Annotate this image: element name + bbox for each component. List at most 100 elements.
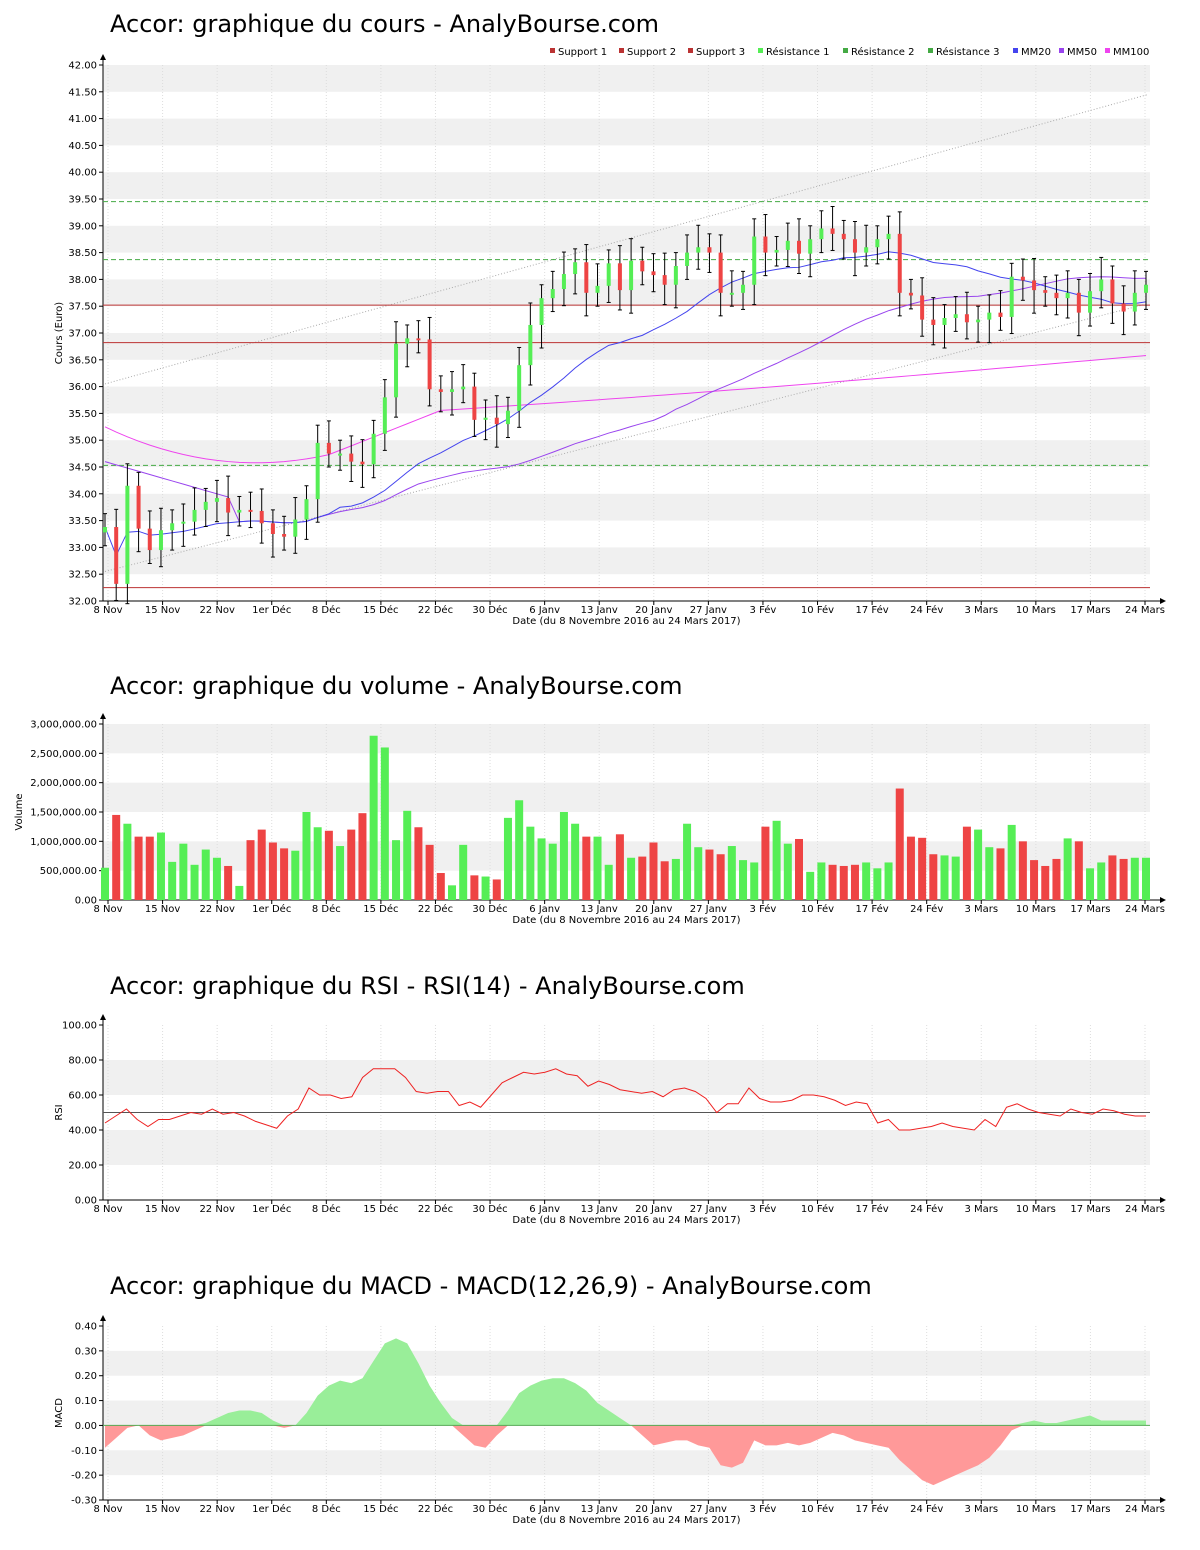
grid-band	[103, 782, 1150, 812]
candle-body	[617, 263, 622, 291]
candle-body	[1099, 279, 1104, 292]
candle-body	[651, 271, 656, 276]
y-tick-label: 37.00	[68, 329, 97, 340]
candle-body	[416, 338, 421, 341]
volume-bar	[313, 827, 322, 900]
candle-body	[908, 292, 913, 296]
x-tick-label: 8 Nov	[93, 1504, 122, 1515]
volume-bar	[1018, 841, 1027, 900]
x-tick-label: 10 Fév	[801, 1203, 834, 1215]
volume-bar	[380, 747, 389, 900]
x-tick-label: 10 Mars	[1016, 1504, 1056, 1515]
candle-body	[382, 397, 387, 434]
volume-bar	[559, 812, 568, 900]
volume-bar	[716, 854, 725, 900]
candle-body	[371, 433, 376, 465]
x-tick-label: 3 Fév	[750, 1203, 777, 1215]
volume-bar	[280, 848, 289, 900]
candle-body	[214, 498, 219, 502]
candle-body	[1043, 290, 1048, 293]
price-chart: 32.00 32.50 33.00 33.50 34.00 34.50 35.00 35.50…	[54, 46, 1166, 627]
volume-bar	[492, 879, 501, 900]
x-tick-label: 3 Fév	[750, 903, 777, 915]
volume-bar	[918, 837, 927, 900]
volume-bar	[593, 836, 602, 900]
candle-body	[1065, 292, 1070, 299]
candle-body	[584, 262, 589, 293]
macd-chart: -0.30 -0.20 -0.10 0.00 0.10 0.20 0.30 0.40 8 Nov…	[54, 1315, 1166, 1526]
volume-bar	[660, 861, 669, 900]
volume-bar	[369, 735, 378, 900]
x-tick-label: 3 Mars	[964, 904, 998, 915]
volume-bar	[324, 830, 333, 900]
x-tick-label: 17 Fév	[856, 604, 889, 616]
volume-bar	[212, 857, 221, 900]
volume-bar	[537, 838, 546, 900]
candle-body	[427, 339, 432, 390]
candle-body	[1144, 284, 1148, 293]
y-tick-label: -0.20	[71, 1471, 97, 1482]
candle-body	[920, 295, 925, 320]
volume-bar	[156, 832, 165, 900]
y-tick-label: 37.50	[68, 302, 97, 313]
x-tick-label: 8 Nov	[93, 605, 122, 616]
candle-body	[729, 292, 734, 295]
y-tick-label: 100.00	[62, 1021, 97, 1032]
volume-bar	[179, 843, 188, 900]
volume-bar	[1142, 857, 1150, 900]
legend-swatch	[843, 48, 848, 53]
candle-body	[304, 499, 309, 520]
x-tick-label: 15 Déc	[363, 604, 398, 616]
rsi-chart-title: Accor: graphique du RSI - RSI(14) - Anal…	[110, 972, 745, 1000]
x-tick-label: 20 Janv	[635, 1204, 672, 1215]
x-tick-label: 17 Mars	[1070, 904, 1110, 915]
volume-bar	[761, 826, 770, 900]
x-tick-label: 15 Nov	[145, 1204, 181, 1215]
candle-body	[595, 285, 600, 293]
volume-bar	[1108, 855, 1117, 900]
x-tick-label: 6 Janv	[529, 904, 560, 915]
candle-body	[259, 510, 264, 524]
grid-band	[103, 1400, 1150, 1426]
candle-body	[808, 239, 813, 254]
grid-band	[103, 547, 1150, 575]
candle-body	[707, 247, 712, 253]
volume-bar	[481, 876, 490, 900]
x-tick-label: 10 Fév	[801, 1503, 834, 1515]
candle-body	[192, 509, 197, 522]
volume-bar	[951, 856, 960, 900]
y-axis-arrow	[100, 1315, 106, 1321]
legend-swatch	[928, 48, 933, 53]
x-tick-label: 17 Fév	[856, 903, 889, 915]
volume-chart-title: Accor: graphique du volume - AnalyBourse…	[110, 672, 683, 700]
volume-bar	[190, 864, 199, 900]
volume-bar	[895, 788, 904, 900]
y-tick-label: 1,500,000.00	[30, 808, 97, 819]
candle-body	[662, 275, 667, 285]
x-tick-label: 24 Fév	[910, 1503, 943, 1515]
x-tick-label: 8 Déc	[312, 604, 341, 616]
y-axis-label: Cours (Euro)	[54, 302, 65, 365]
candle-body	[528, 324, 533, 366]
y-axis-arrow	[100, 54, 106, 60]
volume-bar	[548, 843, 557, 900]
y-axis-label: RSI	[54, 1104, 65, 1120]
candle-body	[797, 240, 801, 254]
candle-body	[852, 239, 857, 253]
grid-band	[103, 386, 1150, 414]
volume-bar	[224, 865, 233, 900]
x-tick-label: 20 Janv	[635, 1504, 672, 1515]
y-tick-label: 0.00	[75, 1196, 97, 1207]
x-tick-label: 17 Mars	[1070, 1504, 1110, 1515]
candle-body	[293, 519, 298, 537]
grid-band	[103, 118, 1150, 146]
x-tick-label: 17 Mars	[1070, 605, 1110, 616]
x-tick-label: 17 Mars	[1070, 1204, 1110, 1215]
x-tick-label: 10 Mars	[1016, 904, 1056, 915]
volume-bar	[884, 862, 893, 900]
y-tick-label: 33.50	[68, 516, 97, 527]
volume-bar	[145, 836, 154, 900]
candle-body	[1009, 276, 1014, 317]
candle-body	[1076, 292, 1081, 313]
x-tick-label: 30 Déc	[472, 604, 507, 616]
